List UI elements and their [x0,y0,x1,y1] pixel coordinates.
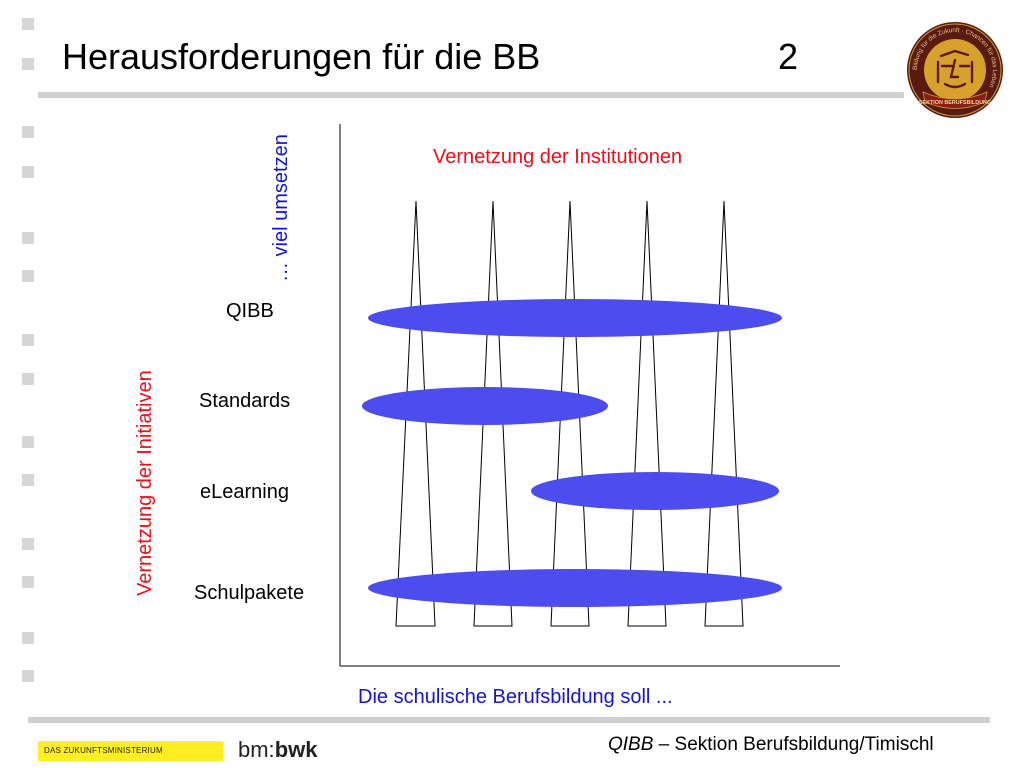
side-bullet [22,474,34,486]
initiative-ellipse-qibb [368,299,782,337]
sektion-berufsbildung-logo: Bildung für die Zukunft · Chancen für da… [907,22,1003,118]
side-bullet [22,166,34,178]
bmbwk-logo: bm:bwk [238,737,317,763]
face-icon [936,49,974,89]
side-bullet [22,232,34,244]
title-rule [38,92,904,98]
row-label-standards: Standards [199,390,291,412]
side-bullet [22,126,34,138]
side-bullet [22,632,34,644]
top-axis-label: … viel umsetzen [270,134,292,282]
initiative-ellipse-schulpakete [368,569,782,607]
side-bullet [22,576,34,588]
footer-rule [28,717,990,723]
ministry-band: DAS ZUKUNFTSMINISTERIUM [38,741,223,761]
credit-italic: QIBB [608,734,654,755]
side-bullet [22,670,34,682]
institution-spike [627,200,667,627]
brand-prefix: bm: [238,737,275,762]
initiative-ellipse-standards [362,387,608,425]
logo-banner [922,91,988,109]
side-bullet [22,436,34,448]
brand-suffix: bwk [274,737,318,762]
vertical-axis-label: Vernetzung der Initiativen [134,370,156,596]
row-label-elearning: eLearning [200,481,289,503]
logo-face-disc [924,39,986,101]
institutions-label: Vernetzung der Institutionen [433,146,683,168]
side-bullet [22,270,34,282]
side-bullet [22,334,34,346]
credit-rest: – Sektion Berufsbildung/Timischl [653,734,934,755]
slide-title: Herausforderungen für die BB [62,36,541,77]
bottom-caption: Die schulische Berufsbildung soll ... [358,686,673,708]
row-label-schulpakete: Schulpakete [194,582,305,604]
side-bullet [22,18,34,30]
row-label-qibb: QIBB [226,300,274,322]
side-bullet [22,58,34,70]
logo-banner-text: SEKTION BERUFSBILDUNG [919,100,991,106]
side-bullet [22,538,34,550]
initiative-ellipse-elearning [531,472,779,510]
slide-number: 2 [778,36,799,77]
footer-credit: QIBB – Sektion Berufsbildung/Timischl [608,734,934,756]
institution-spike [704,200,744,627]
side-bullet [22,373,34,385]
